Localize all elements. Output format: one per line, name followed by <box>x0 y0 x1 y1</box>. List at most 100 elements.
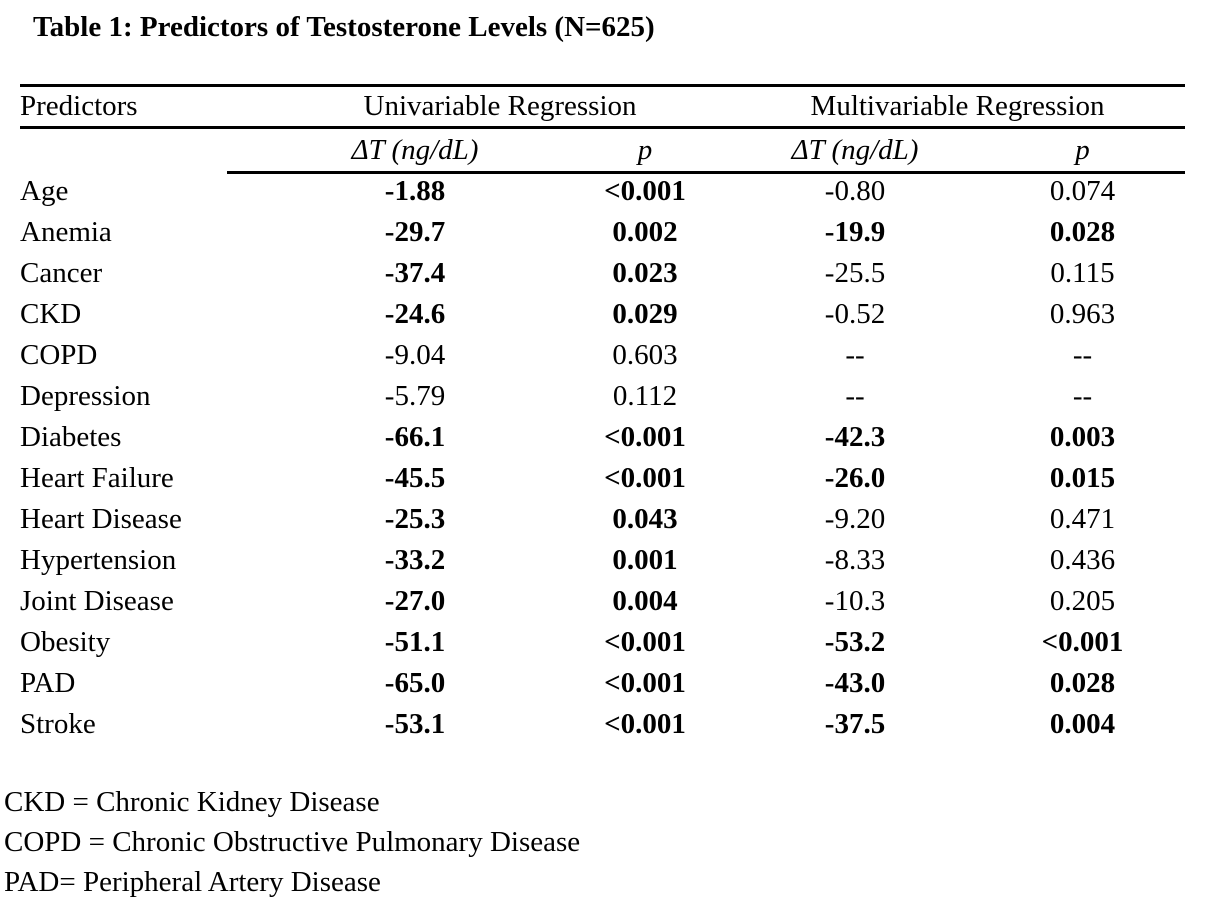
cell-uni-p: <0.001 <box>604 421 686 453</box>
cell-multi-delta-t: -19.9 <box>824 216 886 248</box>
cell-uni-p: 0.023 <box>612 257 678 289</box>
table-row: Cancer -37.4 0.023 -25.5 0.115 <box>20 253 1185 294</box>
subheader-rule <box>227 171 1185 174</box>
regression-table: Predictors Univariable Regression Multiv… <box>20 84 1186 745</box>
cell-predictor: Heart Disease <box>20 503 182 535</box>
cell-uni-delta-t: -53.1 <box>384 708 446 740</box>
cell-uni-delta-t: -45.5 <box>384 462 446 494</box>
cell-multi-delta-t: -0.52 <box>824 298 886 330</box>
footnote-line: PAD= Peripheral Artery Disease <box>4 866 381 898</box>
cell-uni-delta-t: -24.6 <box>384 298 446 330</box>
cell-multi-delta-t: -26.0 <box>824 462 886 494</box>
subheader-spacer <box>20 128 270 172</box>
cell-multi-delta-t: -42.3 <box>824 421 886 453</box>
cell-uni-p: 0.004 <box>612 585 678 617</box>
subheader-multi-delta-t: ΔT (ng/dL) <box>791 133 919 166</box>
table-row: Stroke -53.1 <0.001 -37.5 0.004 <box>20 704 1185 745</box>
cell-uni-p: <0.001 <box>604 708 686 740</box>
cell-multi-p: -- <box>1072 339 1093 371</box>
cell-multi-delta-t: -53.2 <box>824 626 886 658</box>
cell-multi-delta-t: -0.80 <box>824 175 886 207</box>
cell-uni-delta-t: -33.2 <box>384 544 446 576</box>
cell-predictor: Diabetes <box>20 421 122 453</box>
cell-uni-p: 0.001 <box>612 544 678 576</box>
table-row: Heart Disease -25.3 0.043 -9.20 0.471 <box>20 499 1185 540</box>
cell-uni-p: <0.001 <box>604 462 686 494</box>
cell-uni-delta-t: -5.79 <box>384 380 446 412</box>
cell-predictor: PAD <box>20 667 76 699</box>
cell-multi-p: 0.963 <box>1049 298 1116 330</box>
group-header-univariable: Univariable Regression <box>270 85 731 129</box>
cell-uni-p: 0.043 <box>612 503 678 535</box>
cell-multi-delta-t: -- <box>845 380 865 412</box>
cell-uni-p: 0.029 <box>612 298 678 330</box>
cell-predictor: Age <box>20 175 69 207</box>
cell-uni-p: <0.001 <box>604 667 686 699</box>
cell-uni-delta-t: -37.4 <box>384 257 446 289</box>
cell-uni-p: 0.002 <box>612 216 678 248</box>
table-row: Obesity -51.1 <0.001 -53.2 <0.001 <box>20 622 1185 663</box>
table-row: CKD -24.6 0.029 -0.52 0.963 <box>20 294 1185 335</box>
cell-uni-p: 0.603 <box>612 339 678 371</box>
cell-predictor: Anemia <box>20 216 112 248</box>
table-row: Heart Failure -45.5 <0.001 -26.0 0.015 <box>20 458 1185 499</box>
cell-multi-p: 0.471 <box>1049 503 1116 535</box>
table-row: Hypertension -33.2 0.001 -8.33 0.436 <box>20 540 1185 581</box>
group-header-row: Predictors Univariable Regression Multiv… <box>20 85 1186 129</box>
table-row: COPD -9.04 0.603 -- -- <box>20 335 1185 376</box>
table-row: Diabetes -66.1 <0.001 -42.3 0.003 <box>20 417 1185 458</box>
cell-uni-p: <0.001 <box>604 175 686 207</box>
cell-multi-p: 0.028 <box>1049 216 1116 248</box>
subheader-uni-p: p <box>637 133 653 166</box>
footnotes: CKD = Chronic Kidney Disease COPD = Chro… <box>4 782 580 902</box>
cell-multi-p: 0.003 <box>1049 421 1116 453</box>
cell-multi-p: -- <box>1072 380 1093 412</box>
cell-multi-delta-t: -9.20 <box>824 503 886 535</box>
table-row: Joint Disease -27.0 0.004 -10.3 0.205 <box>20 581 1185 622</box>
cell-uni-delta-t: -9.04 <box>384 339 446 371</box>
cell-predictor: Hypertension <box>20 544 177 576</box>
cell-uni-delta-t: -1.88 <box>384 175 446 207</box>
cell-uni-delta-t: -66.1 <box>384 421 446 453</box>
subheader-multi-p: p <box>1075 133 1090 166</box>
table-title: Table 1: Predictors of Testosterone Leve… <box>33 11 655 43</box>
group-header-multivariable: Multivariable Regression <box>730 85 1186 129</box>
table-row: Age -1.88 <0.001 -0.80 0.074 <box>20 171 1185 212</box>
cell-uni-delta-t: -29.7 <box>384 216 446 248</box>
subheader-row: ΔT (ng/dL) p ΔT (ng/dL) p <box>20 128 1185 172</box>
table-row: PAD -65.0 <0.001 -43.0 0.028 <box>20 663 1185 704</box>
cell-predictor: Heart Failure <box>20 462 174 494</box>
footnote-line: CKD = Chronic Kidney Disease <box>4 786 380 818</box>
cell-multi-delta-t: -8.33 <box>824 544 886 576</box>
cell-predictor: COPD <box>20 339 98 371</box>
cell-multi-delta-t: -25.5 <box>824 257 886 289</box>
cell-uni-delta-t: -27.0 <box>384 585 446 617</box>
footnote-line: COPD = Chronic Obstructive Pulmonary Dis… <box>4 826 581 858</box>
cell-multi-p: 0.436 <box>1049 544 1116 576</box>
cell-uni-p: 0.112 <box>612 380 678 412</box>
table-row: Anemia -29.7 0.002 -19.9 0.028 <box>20 212 1185 253</box>
cell-multi-p: <0.001 <box>1041 626 1124 658</box>
cell-uni-delta-t: -65.0 <box>384 667 446 699</box>
cell-multi-delta-t: -37.5 <box>824 708 886 740</box>
cell-multi-p: 0.015 <box>1049 462 1116 494</box>
cell-predictor: CKD <box>20 298 82 330</box>
cell-uni-delta-t: -25.3 <box>384 503 446 535</box>
cell-predictor: Obesity <box>20 626 111 658</box>
table-row: Depression -5.79 0.112 -- -- <box>20 376 1185 417</box>
cell-predictor: Stroke <box>20 708 96 740</box>
cell-uni-p: <0.001 <box>604 626 686 658</box>
subheader-uni-delta-t: ΔT (ng/dL) <box>351 133 479 166</box>
cell-uni-delta-t: -51.1 <box>384 626 446 658</box>
cell-multi-delta-t: -10.3 <box>824 585 886 617</box>
cell-multi-p: 0.004 <box>1049 708 1116 740</box>
cell-multi-delta-t: -43.0 <box>824 667 886 699</box>
cell-multi-p: 0.074 <box>1049 175 1116 207</box>
cell-multi-p: 0.028 <box>1049 667 1116 699</box>
cell-multi-p: 0.205 <box>1049 585 1116 617</box>
cell-multi-delta-t: -- <box>845 339 865 371</box>
cell-predictor: Joint Disease <box>20 585 174 617</box>
column-header-predictors: Predictors <box>20 85 270 129</box>
cell-multi-p: 0.115 <box>1050 257 1115 289</box>
